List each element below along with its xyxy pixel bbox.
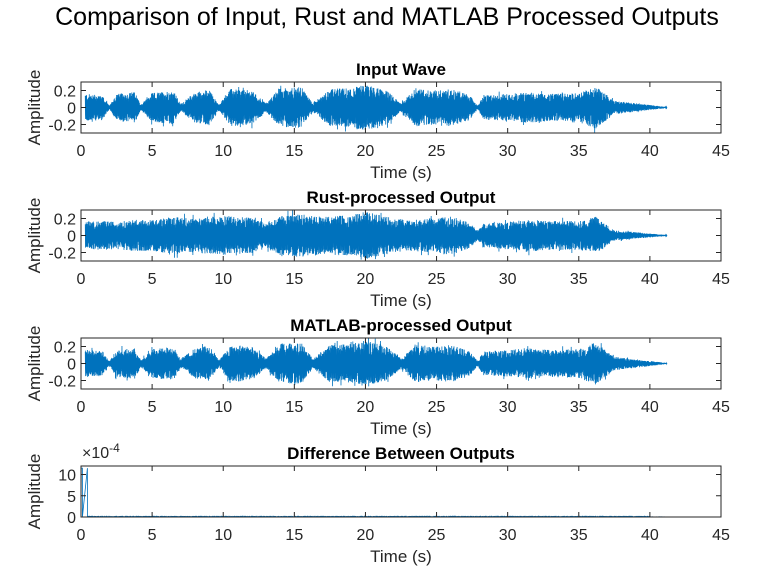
axes-box [80, 465, 722, 518]
y-tick-label: 0.2 [54, 84, 76, 101]
y-tick-label: -0.2 [48, 118, 76, 135]
y-axis-label: Amplitude [25, 454, 44, 530]
x-tick-label: 0 [77, 143, 86, 160]
x-tick-label: 20 [357, 271, 375, 288]
y-axis-label: Amplitude [25, 198, 44, 274]
y-exponent-label: ×10-4 [82, 441, 120, 462]
x-tick-label: 5 [148, 143, 157, 160]
y-tick-label: 10 [58, 468, 76, 485]
figure-title: Comparison of Input, Rust and MATLAB Pro… [55, 3, 719, 31]
y-exponent-power: -4 [109, 441, 120, 455]
x-tick-label: 10 [214, 271, 232, 288]
x-tick-label: 30 [499, 271, 517, 288]
x-tick-label: 5 [148, 271, 157, 288]
y-tick-label: 5 [67, 489, 76, 506]
x-tick-label: 45 [712, 271, 730, 288]
x-tick-label: 25 [428, 399, 446, 416]
y-tick-label: -0.2 [48, 246, 76, 263]
x-tick-label: 35 [570, 271, 588, 288]
x-tick-label: 45 [712, 143, 730, 160]
y-tick-label: 0 [67, 510, 76, 527]
x-tick-label: 25 [428, 527, 446, 544]
y-tick-label: 0.2 [54, 212, 76, 229]
x-tick-label: 25 [428, 143, 446, 160]
x-tick-label: 30 [499, 143, 517, 160]
x-axis-label: Time (s) [370, 163, 432, 182]
x-axis-label: Time (s) [370, 547, 432, 566]
y-axis-label: Amplitude [25, 70, 44, 146]
series-line [84, 338, 668, 387]
x-tick-label: 40 [641, 527, 659, 544]
x-tick-label: 40 [641, 143, 659, 160]
subplot-title: Input Wave [356, 60, 446, 79]
x-axis-label: Time (s) [370, 291, 432, 310]
x-tick-label: 35 [570, 399, 588, 416]
subplot-title: Rust-processed Output [307, 188, 496, 207]
series-line [84, 210, 668, 260]
x-tick-label: 0 [77, 271, 86, 288]
x-tick-label: 40 [641, 399, 659, 416]
x-tick-label: 35 [570, 143, 588, 160]
x-tick-label: 10 [214, 527, 232, 544]
y-tick-label: 0 [67, 101, 76, 118]
x-tick-label: 5 [148, 399, 157, 416]
y-tick-label: 0 [67, 357, 76, 374]
series-line [84, 85, 668, 133]
x-tick-label: 20 [357, 527, 375, 544]
x-tick-label: 5 [148, 527, 157, 544]
x-tick-label: 30 [499, 399, 517, 416]
subplot-3: 0 5 10 15 20 25 30 35 40 45-0.200.2MATLAB-process… [25, 316, 730, 438]
x-tick-label: 35 [570, 527, 588, 544]
x-tick-label: 15 [285, 527, 303, 544]
subplot-4: 0 5 10 15 20 25 30 35 40 45 0 5 10 ×10-4 Difference Be… [25, 441, 730, 566]
y-tick-label: 0 [67, 229, 76, 246]
subplot-2: 0 5 10 15 20 25 30 35 40 45-0.200.2Rust-processed… [25, 188, 730, 310]
x-tick-label: 45 [712, 527, 730, 544]
x-tick-label: 30 [499, 527, 517, 544]
y-tick-label: -0.2 [48, 374, 76, 391]
x-tick-label: 25 [428, 271, 446, 288]
x-tick-label: 15 [285, 271, 303, 288]
x-tick-label: 15 [285, 143, 303, 160]
y-axis-label: Amplitude [25, 326, 44, 402]
x-tick-label: 0 [77, 399, 86, 416]
x-tick-label: 15 [285, 399, 303, 416]
x-tick-label: 10 [214, 399, 232, 416]
x-tick-label: 10 [214, 143, 232, 160]
subplot-title: MATLAB-processed Output [290, 316, 512, 335]
x-axis-label: Time (s) [370, 419, 432, 438]
x-tick-label: 20 [357, 399, 375, 416]
x-tick-label: 20 [357, 143, 375, 160]
x-tick-label: 0 [77, 527, 86, 544]
x-tick-label: 40 [641, 271, 659, 288]
x-tick-label: 45 [712, 399, 730, 416]
y-tick-label: 0.2 [54, 340, 76, 357]
subplot-title: Difference Between Outputs [287, 444, 515, 463]
plot-area [81, 466, 721, 517]
